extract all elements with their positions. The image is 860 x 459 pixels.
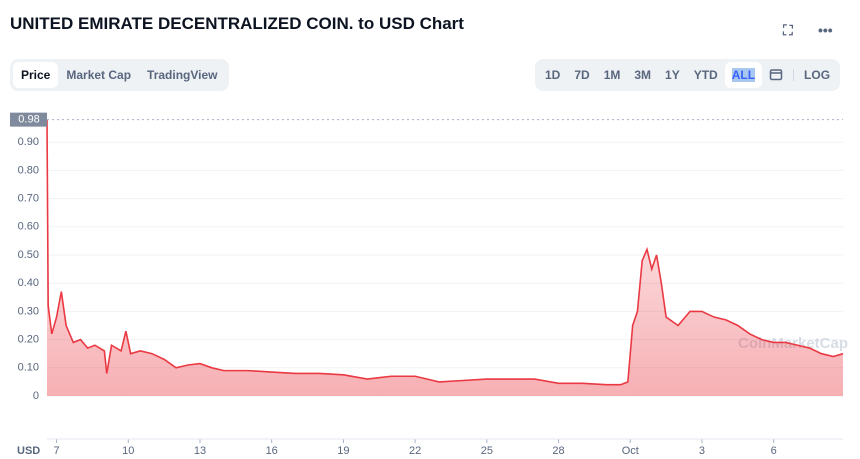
tab-button[interactable]: TradingView xyxy=(147,68,218,82)
x-tick-label: Oct xyxy=(622,445,639,457)
x-tick-label: 3 xyxy=(699,445,705,457)
y-tick-label: 0.10 xyxy=(18,362,39,374)
x-tick-label: 13 xyxy=(194,445,206,457)
y-tick-label: 0.80 xyxy=(18,164,39,176)
currency-label: USD xyxy=(17,445,40,457)
y-tick-label: 0.40 xyxy=(18,277,39,289)
chart-title: UNITED EMIRATE DECENTRALIZED COIN. to US… xyxy=(10,14,464,33)
range-button[interactable]: 7D xyxy=(574,68,590,82)
y-tick-label: 0.20 xyxy=(18,334,39,346)
calendar-button[interactable] xyxy=(762,61,790,90)
x-tick-label: 22 xyxy=(409,445,421,457)
x-tick-label: 10 xyxy=(122,445,134,457)
y-tick-label: 0.60 xyxy=(18,221,39,233)
x-tick-label: 16 xyxy=(266,445,278,457)
range-button[interactable]: 1Y xyxy=(665,68,680,82)
x-tick-label: 7 xyxy=(53,445,59,457)
separator xyxy=(793,69,795,81)
y-tick-label: 0.50 xyxy=(18,249,39,261)
y-tick-label: 0.30 xyxy=(18,305,39,317)
x-tick-label: 28 xyxy=(552,445,564,457)
area xyxy=(47,119,843,396)
range-button[interactable]: YTD xyxy=(693,68,718,82)
calendar-icon xyxy=(769,68,783,80)
marker-label: 0.98 xyxy=(18,114,39,126)
y-tick-label: 0 xyxy=(33,390,39,402)
range-group: 1D 7D 1M 3M 1Y YTD ALL LOG xyxy=(535,59,841,91)
fullscreen-icon[interactable]: ⛶ xyxy=(783,22,793,38)
range-label: ALL xyxy=(731,68,756,82)
price-line xyxy=(46,119,844,386)
more-icon[interactable]: ••• xyxy=(818,22,833,38)
range-button[interactable]: 3M xyxy=(634,68,652,82)
tab-button[interactable]: Market Cap xyxy=(66,68,132,82)
tab-button[interactable]: Price xyxy=(13,62,59,88)
y-tick-label: 0.70 xyxy=(18,193,39,205)
x-tick-label: 25 xyxy=(481,445,493,457)
log-button[interactable]: LOG xyxy=(804,68,831,82)
marker-badge xyxy=(10,112,47,127)
range-button[interactable]: 1M xyxy=(603,68,621,82)
tab-group: Price Market Cap TradingView xyxy=(10,59,229,91)
range-button[interactable]: ALL xyxy=(724,62,763,88)
y-tick-label: 0.90 xyxy=(18,136,39,148)
x-tick-label: 6 xyxy=(771,445,777,457)
range-button[interactable]: 1D xyxy=(545,68,561,82)
x-tick-label: 19 xyxy=(337,445,349,457)
